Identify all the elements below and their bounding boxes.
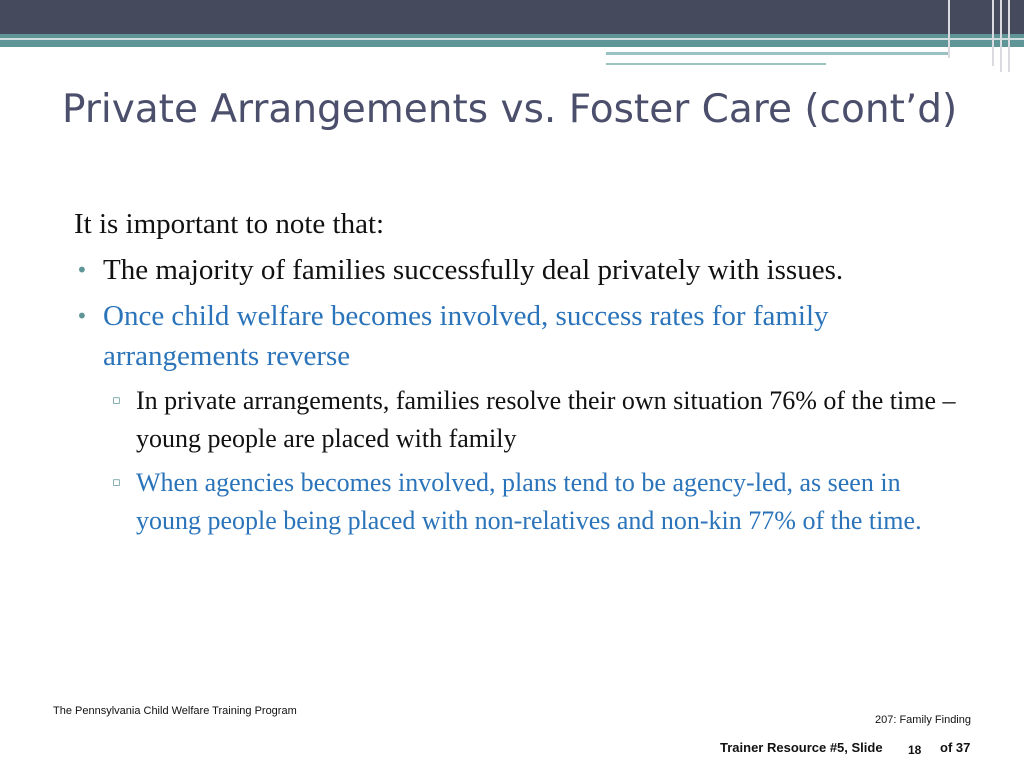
- corner-stripe: [948, 0, 950, 58]
- corner-stripe: [1008, 0, 1010, 72]
- footer-program: The Pennsylvania Child Welfare Training …: [53, 705, 297, 717]
- corner-stripe: [992, 0, 994, 66]
- bullet-text: Once child welfare becomes involved, suc…: [103, 300, 829, 372]
- footer-course: 207: Family Finding: [875, 714, 971, 726]
- sub-bullet-marker: ▫: [112, 475, 121, 490]
- bullet-marker: •: [76, 304, 88, 328]
- bullet-marker: •: [76, 258, 88, 282]
- footer-page-total: of 37: [940, 740, 971, 755]
- slide-body: It is important to note that: • The majo…: [74, 204, 964, 546]
- header-accent-line-short: [606, 63, 826, 65]
- header-accent-band: [0, 34, 1024, 47]
- bullet-text: The majority of families successfully de…: [103, 254, 844, 286]
- slide-title: Private Arrangements vs. Foster Care (co…: [62, 87, 958, 132]
- footer-page-number: 18: [908, 743, 922, 757]
- sub-bullet-marker: ▫: [112, 393, 121, 408]
- header-divider: [0, 38, 1024, 40]
- sub-bullet-text: When agencies becomes involved, plans te…: [136, 468, 922, 535]
- intro-text: It is important to note that:: [74, 208, 385, 240]
- header-bar: [0, 0, 1024, 34]
- corner-stripe: [1000, 0, 1002, 72]
- sub-bullet-item: ▫ In private arrangements, families reso…: [74, 382, 964, 458]
- bullet-item: • The majority of families successfully …: [74, 250, 964, 290]
- sub-bullet-text: In private arrangements, families resolv…: [136, 386, 956, 453]
- footer-resource: Trainer Resource #5, Slide: [720, 740, 883, 755]
- sub-bullet-item: ▫ When agencies becomes involved, plans …: [74, 464, 964, 540]
- bullet-item: • Once child welfare becomes involved, s…: [74, 296, 964, 376]
- header-accent-line: [606, 52, 948, 55]
